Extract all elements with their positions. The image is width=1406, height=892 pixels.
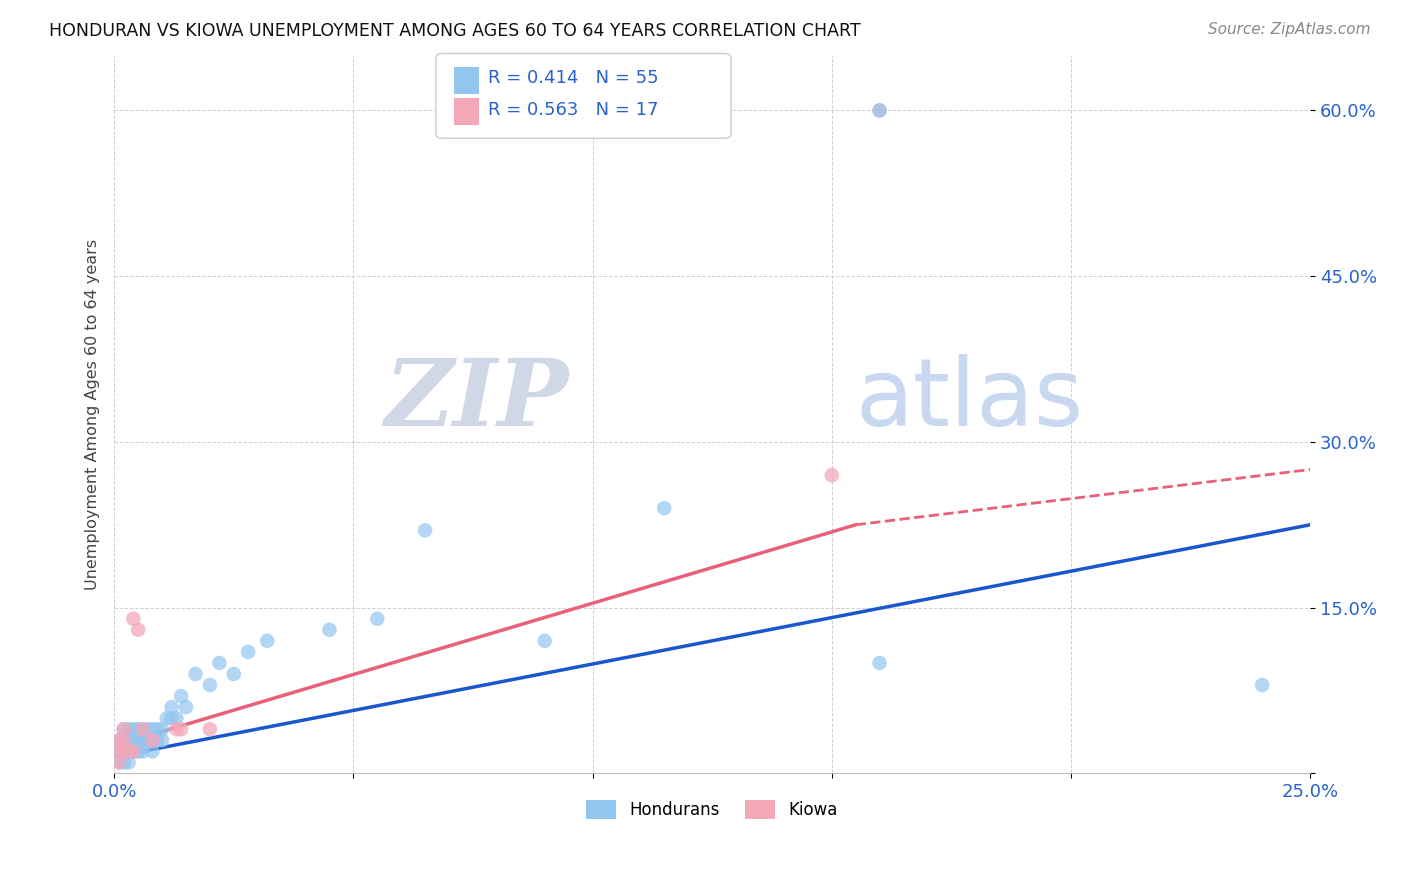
Point [127,723,149,737]
Text: atlas: atlas [856,354,1084,446]
Point [112,733,135,747]
Point [256,633,278,648]
Point [132,723,155,737]
Text: R = 0.563   N = 17: R = 0.563 N = 17 [488,101,658,119]
Point [533,633,555,648]
Point [150,723,173,737]
Text: HONDURAN VS KIOWA UNEMPLOYMENT AMONG AGES 60 TO 64 YEARS CORRELATION CHART: HONDURAN VS KIOWA UNEMPLOYMENT AMONG AGE… [49,22,860,40]
Point [141,733,163,747]
Point [170,689,193,703]
Point [208,656,231,670]
Point [122,723,145,737]
Point [160,700,183,714]
Point [117,733,139,747]
Point [136,733,159,747]
Point [112,756,135,770]
Point [821,468,844,483]
Point [132,733,155,747]
Point [117,756,139,770]
Point [160,711,183,725]
Point [127,744,149,758]
Point [112,733,135,747]
Point [165,723,187,737]
Point [122,744,145,758]
Point [869,656,891,670]
Point [141,723,163,737]
Point [869,103,891,118]
Point [146,723,169,737]
Point [117,744,139,758]
Point [198,723,221,737]
Point [132,744,155,758]
Point [108,756,131,770]
Point [108,733,131,747]
Point [1251,678,1274,692]
Point [222,667,245,681]
Point [112,723,135,737]
Point [170,723,193,737]
Point [112,744,135,758]
Point [652,501,675,516]
Point [174,700,197,714]
Point [869,103,891,118]
Point [117,744,139,758]
Point [112,733,135,747]
Point [117,733,139,747]
Point [156,711,179,725]
Text: Source: ZipAtlas.com: Source: ZipAtlas.com [1208,22,1371,37]
Text: R = 0.414   N = 55: R = 0.414 N = 55 [488,69,658,87]
Point [127,623,149,637]
Point [184,667,207,681]
Point [146,733,169,747]
Point [122,744,145,758]
Point [132,733,155,747]
Point [108,756,131,770]
Point [141,744,163,758]
Point [112,744,135,758]
Point [108,744,131,758]
Point [413,524,436,538]
Point [141,733,163,747]
Point [122,612,145,626]
Point [122,733,145,747]
Point [136,723,159,737]
Point [108,744,131,758]
Point [122,744,145,758]
Text: ZIP: ZIP [384,355,568,445]
Point [150,733,173,747]
Point [112,744,135,758]
Point [127,733,149,747]
Point [318,623,340,637]
Point [127,744,149,758]
Point [112,723,135,737]
Legend: Hondurans, Kiowa: Hondurans, Kiowa [579,794,845,826]
Point [132,723,155,737]
Y-axis label: Unemployment Among Ages 60 to 64 years: Unemployment Among Ages 60 to 64 years [86,239,100,590]
Point [366,612,388,626]
Point [236,645,259,659]
Point [117,723,139,737]
Point [198,678,221,692]
Point [108,733,131,747]
Point [117,744,139,758]
Point [165,711,187,725]
